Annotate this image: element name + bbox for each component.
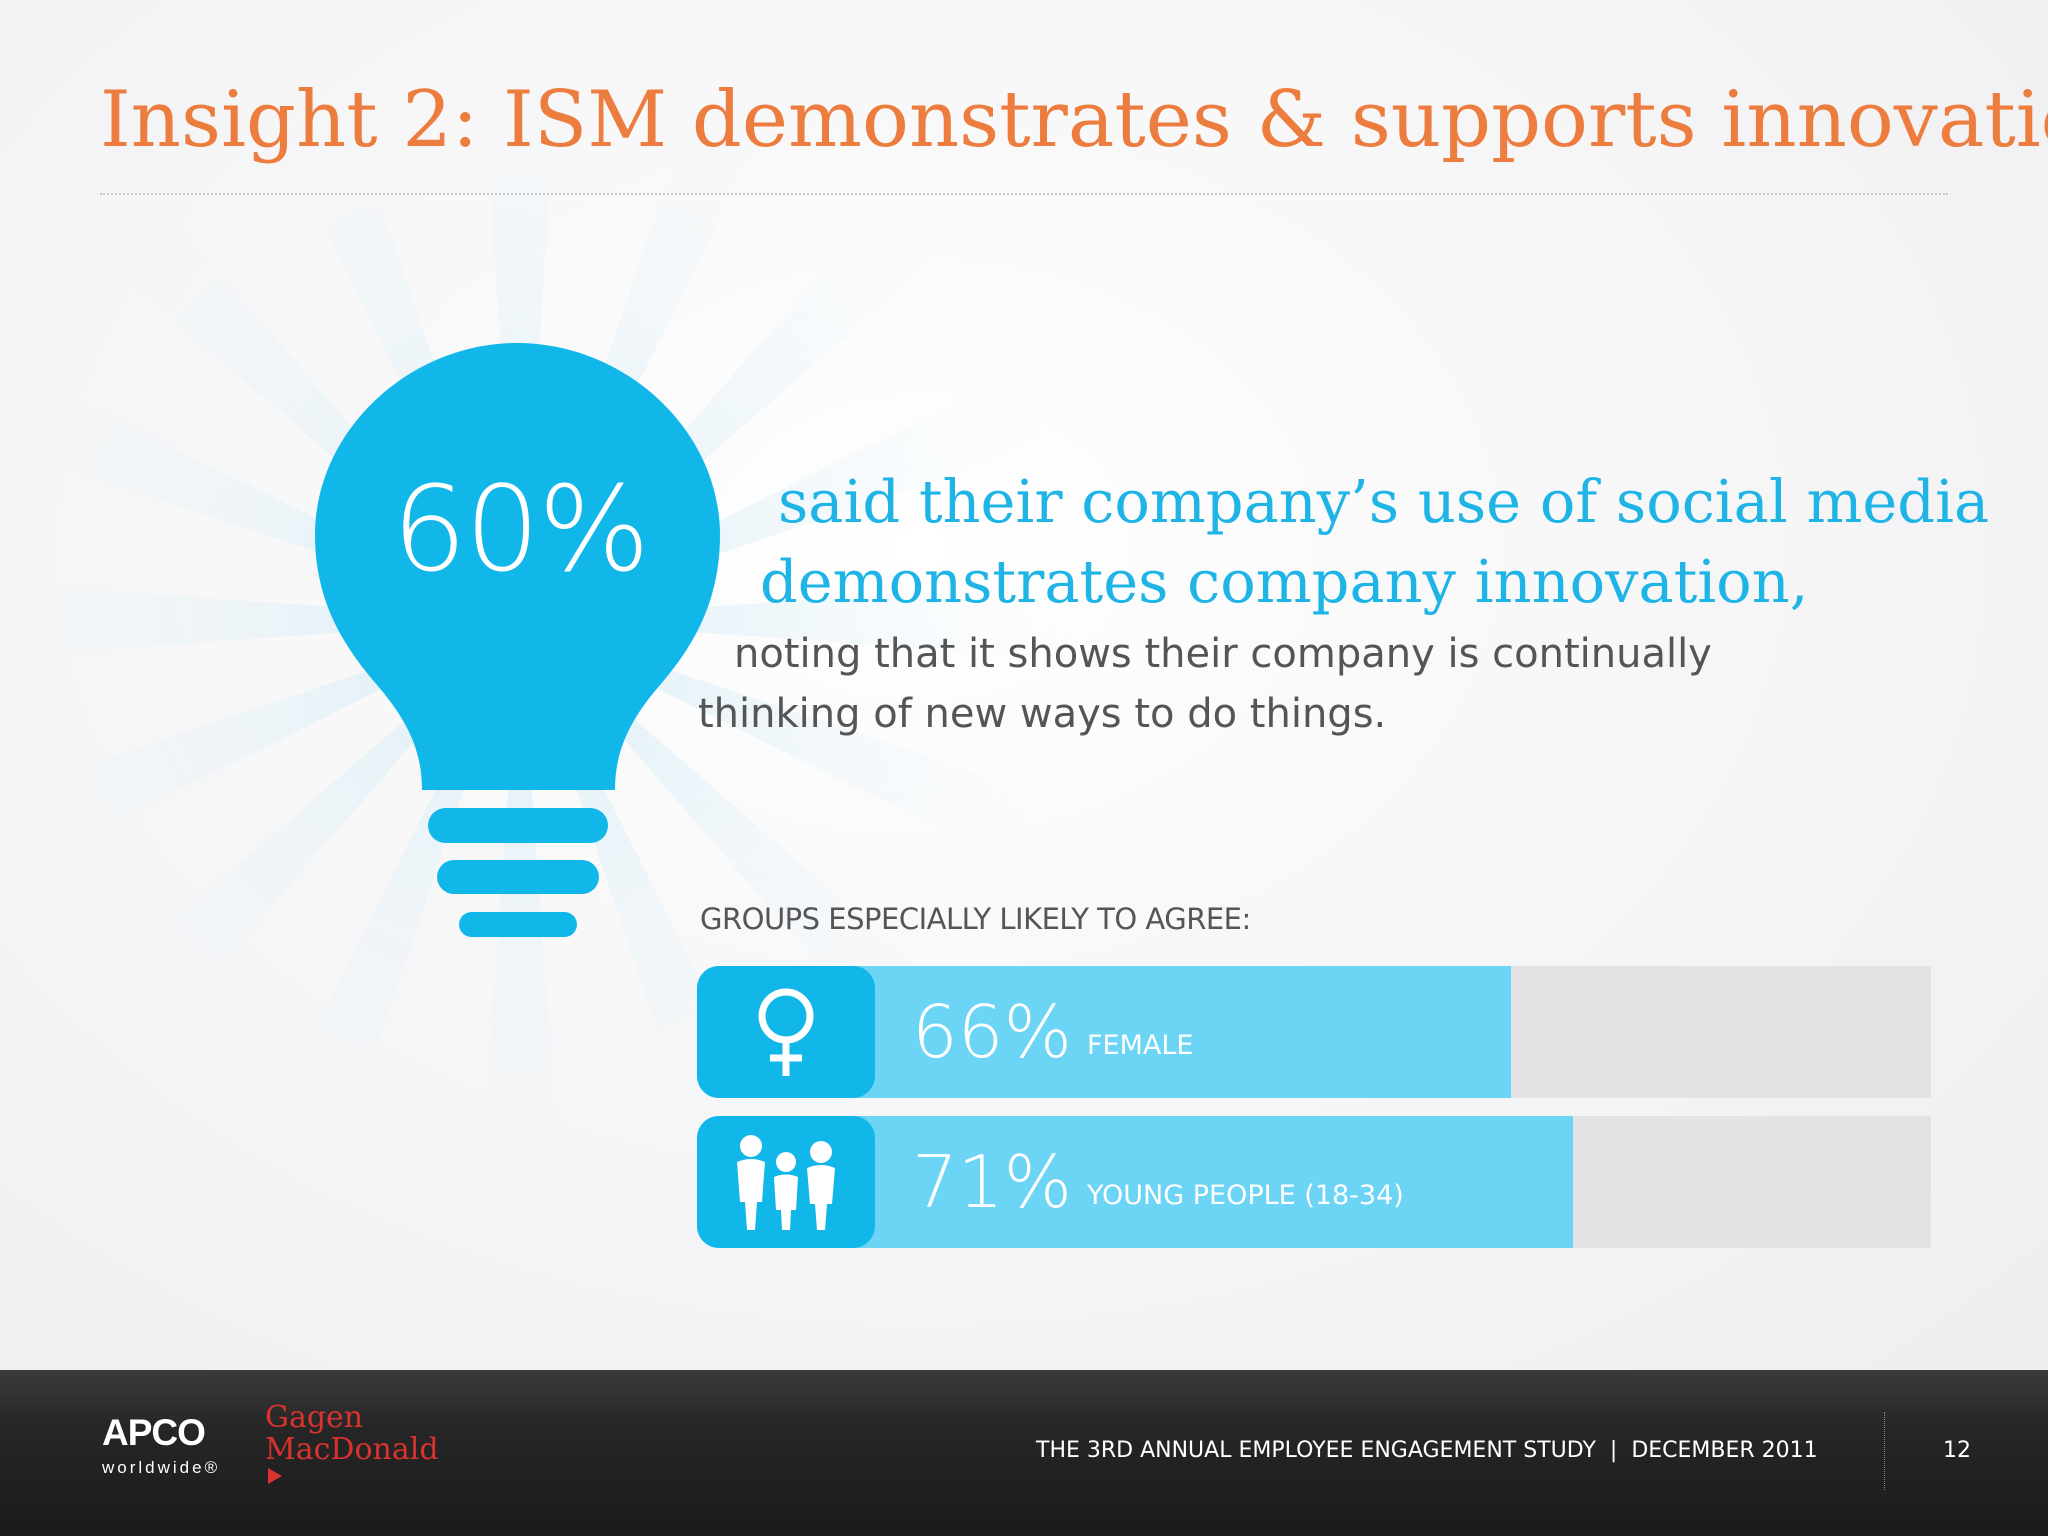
bar-label: YOUNG PEOPLE (18-34) xyxy=(1087,1180,1404,1211)
footer-date: DECEMBER 2011 xyxy=(1631,1438,1818,1463)
young-people-icon xyxy=(697,1116,875,1248)
headline-percent: 60% xyxy=(391,460,650,598)
light-ray xyxy=(520,580,1079,660)
gagen-logo-line-1: Gagen xyxy=(265,1400,364,1435)
title-divider xyxy=(100,193,1948,195)
light-ray xyxy=(0,583,520,657)
slide-title: Insight 2: ISM demonstrates & supports i… xyxy=(100,75,2048,165)
headline-statement: said their company’s use of social media… xyxy=(760,462,2020,622)
headline-line-2: demonstrates company innovation, xyxy=(760,547,1809,616)
apco-logo: APCO xyxy=(102,1412,206,1453)
footer-bar xyxy=(0,1370,2048,1536)
supporting-statement: noting that it shows their company is co… xyxy=(698,624,1798,744)
supporting-line-1: noting that it shows their company is co… xyxy=(734,631,1712,677)
group-bar-young-people: 71% YOUNG PEOPLE (18-34) xyxy=(697,1116,1931,1248)
headline-line-1: said their company’s use of social media xyxy=(778,467,1990,536)
light-ray xyxy=(480,61,560,620)
bar-label: FEMALE xyxy=(1087,1030,1194,1061)
page-number: 12 xyxy=(1943,1438,1971,1463)
group-bar-female: 66% FEMALE xyxy=(697,966,1931,1098)
footer-separator: | xyxy=(1609,1438,1618,1463)
footer-divider xyxy=(1884,1412,1885,1490)
apco-logo-subtitle: worldwide® xyxy=(102,1458,221,1477)
gagen-logo-mark-icon xyxy=(268,1468,282,1484)
bar-percent: 71% xyxy=(912,1140,1073,1224)
gagen-logo-line-2: MacDonald xyxy=(265,1432,439,1467)
supporting-line-2: thinking of new ways to do things. xyxy=(698,691,1387,737)
female-icon xyxy=(697,966,875,1098)
lightbulb-icon xyxy=(315,343,720,937)
gagen-macdonald-logo: Gagen MacDonald xyxy=(265,1402,439,1466)
light-ray xyxy=(480,620,560,1179)
footer-study-info: THE 3RD ANNUAL EMPLOYEE ENGAGEMENT STUDY… xyxy=(1036,1438,1818,1463)
groups-heading: GROUPS ESPECIALLY LIKELY TO AGREE: xyxy=(700,902,1251,936)
footer-study-title: THE 3RD ANNUAL EMPLOYEE ENGAGEMENT STUDY xyxy=(1036,1438,1596,1463)
bar-percent: 66% xyxy=(912,990,1073,1074)
